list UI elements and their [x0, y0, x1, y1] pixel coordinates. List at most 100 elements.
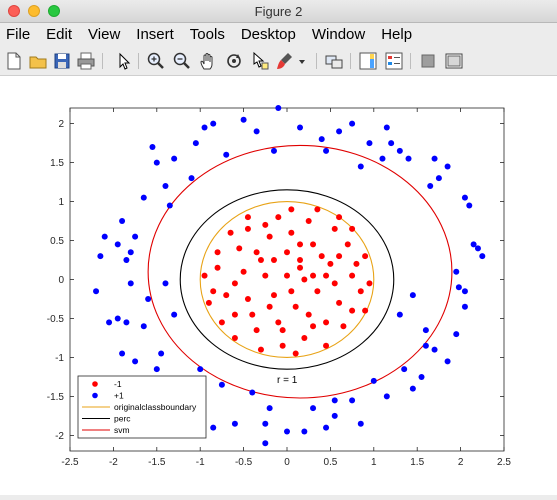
open-file-icon[interactable] — [28, 51, 48, 71]
point-neg — [262, 272, 269, 279]
point-pos — [284, 428, 290, 435]
point-neg — [323, 272, 330, 279]
x-tick-label: -2.5 — [61, 457, 79, 468]
point-pos — [383, 393, 390, 400]
legend-label: originalclassboundary — [114, 402, 197, 412]
point-pos — [223, 151, 230, 158]
point-neg — [362, 253, 369, 260]
menu-file[interactable]: File — [6, 26, 31, 43]
point-neg — [344, 241, 351, 248]
point-neg — [288, 206, 295, 213]
point-pos — [431, 155, 438, 162]
point-neg — [297, 257, 304, 264]
point-neg — [275, 214, 282, 221]
brush-icon[interactable] — [274, 51, 294, 71]
y-tick-label: -2 — [55, 431, 64, 442]
point-pos — [210, 120, 217, 127]
point-neg — [214, 249, 221, 256]
y-tick-label: 0.5 — [50, 236, 64, 247]
point-pos — [310, 405, 317, 412]
point-neg — [331, 225, 338, 232]
scatter-plot[interactable]: -2.5 -2 -1.5 -1 -0.5 0 0.5 1 1.5 2 2.5 2 1.5 1 0.5 0 -0.… — [0, 76, 557, 495]
pan-hand-icon[interactable] — [198, 51, 218, 71]
point-pos — [262, 420, 269, 427]
point-neg — [323, 342, 330, 349]
show-plot-tools-icon[interactable] — [444, 51, 464, 71]
save-icon[interactable] — [52, 51, 72, 71]
point-pos — [383, 124, 390, 131]
point-neg — [288, 288, 295, 295]
brush-dropdown-icon[interactable] — [296, 51, 308, 71]
x-tick-label: -1 — [196, 457, 205, 468]
print-icon[interactable] — [76, 51, 96, 71]
point-pos — [249, 389, 256, 396]
menu-insert[interactable]: Insert — [136, 26, 174, 43]
point-pos — [479, 253, 486, 260]
point-pos — [123, 257, 130, 264]
point-pos — [349, 120, 356, 127]
close-window-button[interactable] — [8, 5, 20, 17]
menu-desktop[interactable]: Desktop — [240, 26, 296, 43]
point-neg — [301, 334, 308, 341]
point-pos — [297, 124, 304, 131]
x-tick-label: -0.5 — [235, 457, 253, 468]
point-neg — [288, 229, 295, 236]
point-pos — [106, 319, 113, 326]
new-figure-icon[interactable] — [4, 51, 24, 71]
point-neg — [305, 311, 312, 318]
menu-help[interactable]: Help — [381, 26, 413, 43]
menu-tools[interactable]: Tools — [189, 26, 225, 43]
point-pos — [171, 155, 178, 162]
minimize-window-button[interactable] — [28, 5, 40, 17]
point-pos — [162, 182, 169, 189]
hide-plot-tools-icon[interactable] — [418, 51, 438, 71]
y-tick-label: 1.5 — [50, 158, 64, 169]
zoom-in-icon[interactable] — [146, 51, 166, 71]
point-neg — [314, 206, 321, 213]
figure-toolbar — [0, 47, 557, 76]
zoom-out-icon[interactable] — [172, 51, 192, 71]
point-pos — [405, 155, 412, 162]
point-pos — [153, 366, 160, 373]
point-pos — [435, 175, 442, 182]
point-pos — [366, 140, 373, 147]
x-tick-label: 0 — [284, 457, 290, 468]
maximize-window-button[interactable] — [48, 5, 60, 17]
point-pos — [453, 268, 460, 275]
curve-perc — [179, 189, 395, 370]
point-pos — [461, 194, 468, 201]
point-neg — [236, 245, 243, 252]
rotate-3d-icon[interactable] — [224, 51, 244, 71]
y-tick-label: 2 — [58, 119, 64, 130]
point-neg — [214, 264, 221, 271]
link-plot-icon[interactable] — [324, 51, 344, 71]
point-pos — [93, 288, 100, 295]
colorbar-icon[interactable] — [358, 51, 378, 71]
point-neg — [279, 342, 286, 349]
menu-window[interactable]: Window — [311, 26, 366, 43]
point-pos — [162, 280, 169, 287]
point-neg — [257, 346, 264, 353]
x-tick-label: 0.5 — [323, 457, 337, 468]
x-tick-label: 1 — [371, 457, 377, 468]
point-neg — [314, 288, 321, 295]
point-neg — [357, 288, 364, 295]
point-pos — [188, 175, 195, 182]
point-neg — [231, 334, 238, 341]
point-pos — [101, 233, 108, 240]
pointer-icon[interactable] — [114, 51, 134, 71]
point-pos — [396, 147, 403, 154]
menu-edit[interactable]: Edit — [46, 26, 73, 43]
point-neg — [340, 323, 347, 330]
point-neg — [223, 292, 230, 299]
point-neg — [257, 257, 264, 264]
data-cursor-icon[interactable] — [250, 51, 270, 71]
point-neg — [266, 303, 273, 310]
point-pos — [145, 295, 152, 302]
menu-bar: File Edit View Insert Tools Desktop Wind… — [0, 23, 557, 47]
menu-view[interactable]: View — [88, 26, 121, 43]
legend-icon[interactable] — [384, 51, 404, 71]
point-neg — [297, 264, 304, 271]
point-neg — [292, 350, 299, 357]
